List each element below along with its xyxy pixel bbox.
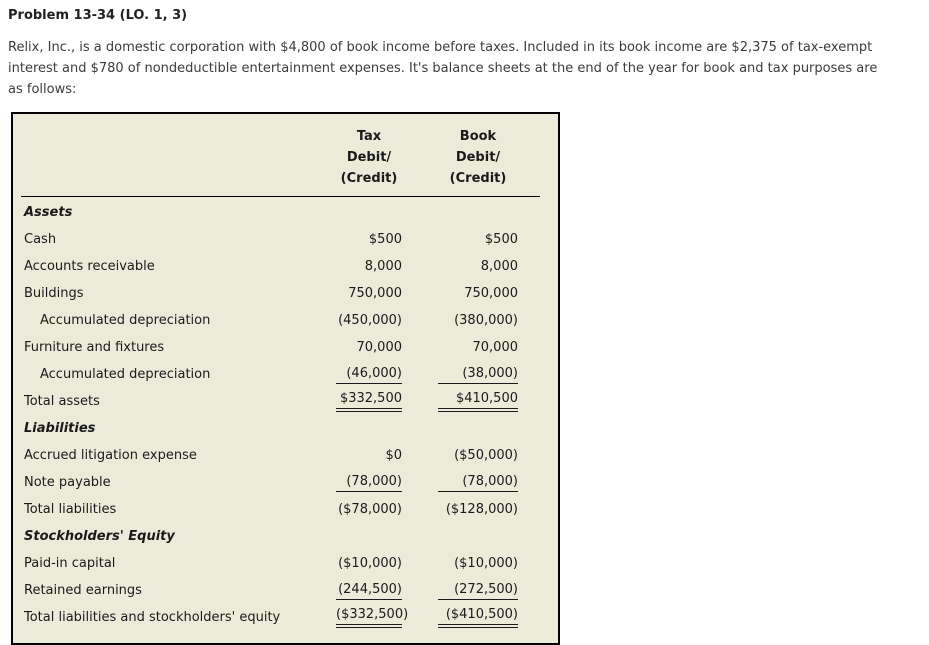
table-row-buildings: Buildings 750,000 750,000	[13, 280, 558, 307]
book-amount: (272,500)	[402, 577, 558, 604]
table-row-cash: Cash $500 $500	[13, 226, 558, 253]
tax-amount: $500	[368, 232, 402, 247]
tax-amount: ($78,000)	[338, 502, 402, 517]
tax-amount: $332,500	[318, 388, 402, 415]
column-header-row: Tax Debit/ (Credit) Book Debit/ (Credit)	[13, 120, 558, 189]
row-label: Total liabilities	[24, 502, 117, 517]
row-label: Note payable	[24, 475, 111, 490]
row-label: Total liabilities and stockholders' equi…	[24, 610, 281, 625]
header-rule	[21, 196, 540, 197]
row-label: Furniture and fixtures	[24, 340, 165, 355]
row-label: Accrued litigation expense	[24, 448, 197, 463]
table-row-total-liabilities: Total liabilities ($78,000) ($128,000)	[13, 496, 558, 523]
problem-intro: Relix, Inc., is a domestic corporation w…	[8, 37, 919, 100]
problem-title: Problem 13-34 (LO. 1, 3)	[8, 8, 188, 23]
tax-amount: ($332,500)	[318, 604, 408, 631]
tax-amount: 8,000	[364, 259, 402, 274]
tax-amount: $0	[385, 448, 402, 463]
row-label: Accumulated depreciation	[40, 313, 211, 328]
book-amount: $410,500	[402, 388, 558, 415]
tax-amount: (450,000)	[338, 313, 402, 328]
book-amount: ($50,000)	[454, 448, 518, 463]
book-amount: 70,000	[472, 340, 519, 355]
tax-amount: ($10,000)	[338, 556, 402, 571]
book-amount: ($128,000)	[445, 502, 518, 517]
intro-line-3: as follows:	[8, 82, 77, 97]
intro-line-1: Relix, Inc., is a domestic corporation w…	[8, 40, 873, 55]
row-label: Paid-in capital	[24, 556, 116, 571]
row-label: Accumulated depreciation	[40, 367, 211, 382]
label-column-header	[13, 120, 318, 189]
table-row-total-liabilities-and-stockholders-equity: Total liabilities and stockholders' equi…	[13, 604, 558, 631]
balance-sheet-table: Tax Debit/ (Credit) Book Debit/ (Credit)	[13, 120, 558, 631]
tax-amount: (78,000)	[318, 469, 402, 496]
table-row-note-payable: Note payable (78,000) (78,000)	[13, 469, 558, 496]
row-label: Cash	[24, 232, 57, 247]
book-amount: ($410,500)	[402, 604, 558, 631]
table-row-accumulated-depreciation-furniture: Accumulated depreciation (46,000) (38,00…	[13, 361, 558, 388]
section-row-stockholders-equity: Stockholders' Equity	[24, 529, 175, 544]
table-row-accumulated-depreciation-buildings: Accumulated depreciation (450,000) (380,…	[13, 307, 558, 334]
table-row-accrued-litigation-expense: Accrued litigation expense $0 ($50,000)	[13, 442, 558, 469]
section-row-liabilities: Liabilities	[24, 421, 96, 436]
table-row-total-assets: Total assets $332,500 $410,500	[13, 388, 558, 415]
table-row-furniture-and-fixtures: Furniture and fixtures 70,000 70,000	[13, 334, 558, 361]
tax-amount: (244,500)	[318, 577, 402, 604]
row-label: Retained earnings	[24, 583, 142, 598]
row-label: Accounts receivable	[24, 259, 155, 274]
tax-amount: 70,000	[356, 340, 403, 355]
table-row-paid-in-capital: Paid-in capital ($10,000) ($10,000)	[13, 550, 558, 577]
table-row-accounts-receivable: Accounts receivable 8,000 8,000	[13, 253, 558, 280]
section-row-assets: Assets	[24, 205, 73, 220]
balance-sheet-panel: Tax Debit/ (Credit) Book Debit/ (Credit)	[11, 112, 560, 645]
book-amount: (78,000)	[402, 469, 558, 496]
book-amount: 750,000	[464, 286, 518, 301]
book-amount: (380,000)	[454, 313, 518, 328]
row-label: Buildings	[24, 286, 84, 301]
book-amount: ($10,000)	[454, 556, 518, 571]
tax-amount: 750,000	[348, 286, 402, 301]
tax-amount: (46,000)	[318, 361, 402, 388]
tax-column-header: Tax Debit/ (Credit)	[340, 129, 398, 186]
table-row-retained-earnings: Retained earnings (244,500) (272,500)	[13, 577, 558, 604]
book-column-header: Book Debit/ (Credit)	[449, 129, 507, 186]
intro-line-2: interest and $780 of nondeductible enter…	[8, 61, 878, 76]
header-rule-row	[13, 189, 558, 199]
book-amount: 8,000	[480, 259, 518, 274]
row-label: Total assets	[24, 394, 100, 409]
book-amount: $500	[484, 232, 518, 247]
book-amount: (38,000)	[402, 361, 558, 388]
